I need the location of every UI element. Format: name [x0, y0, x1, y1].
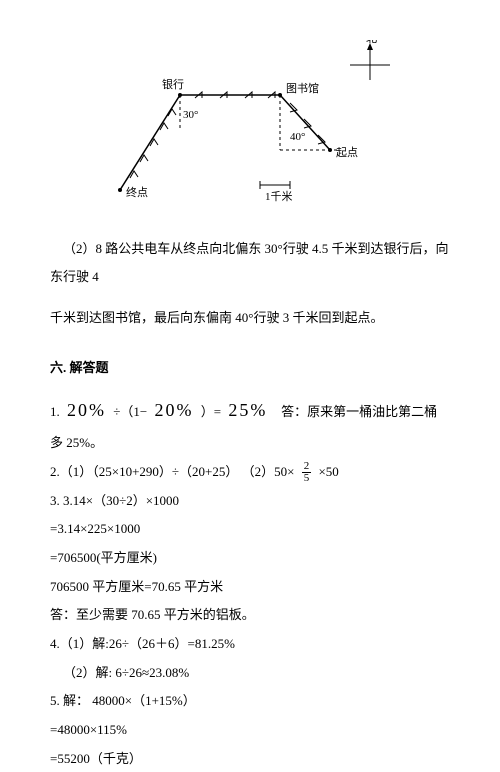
q3-l2: =3.14×225×1000	[50, 517, 450, 542]
q2-tail: ×50	[318, 464, 338, 479]
q2-line: 2.（1）（25×10+290）÷（20+25） （2）50× 2 5 ×50	[50, 460, 450, 485]
q1-ans: 答：原来第一桶油比第二桶	[281, 404, 437, 419]
q1-c: 25%	[224, 400, 271, 420]
diagram-svg: 北 终点 银行 图书馆 起点 30° 40° 1	[90, 40, 410, 210]
q1-a: 20%	[63, 400, 110, 420]
q3-l5: 答：至少需要 70.65 平方米的铝板。	[50, 603, 450, 628]
library-label: 图书馆	[286, 81, 319, 95]
q3-l4: 706500 平方厘米=70.65 平方米	[50, 575, 450, 600]
q1-b: 20%	[150, 400, 197, 420]
section-6-title: 六. 解答题	[50, 354, 450, 383]
q1-mid1: ÷（1−	[113, 404, 147, 419]
end-label: 终点	[126, 185, 148, 199]
q3-l1: 3. 3.14×（30÷2）×1000	[50, 489, 450, 514]
angle-40: 40°	[290, 131, 305, 143]
scale-label: 1千米	[265, 190, 293, 203]
q4-l1: 4.（1）解:26÷（26＋6）=81.25%	[50, 632, 450, 657]
q1-mid2: ）=	[201, 404, 221, 419]
north-label: 北	[366, 40, 377, 45]
q5-l1: 5. 解： 48000×（1+15%）	[50, 689, 450, 714]
q1-line: 1. 20% ÷（1− 20% ）= 25% 答：原来第一桶油比第二桶	[50, 393, 450, 427]
bank-label: 银行	[162, 77, 184, 91]
q2-frac-den: 5	[302, 473, 312, 484]
problem-2-line1: （2）8 路公共电车从终点向北偏东 30°行驶 4.5 千米到达银行后，向东行驶…	[50, 235, 450, 292]
route-diagram: 北 终点 银行 图书馆 起点 30° 40° 1	[90, 40, 450, 221]
q1-prefix: 1.	[50, 404, 60, 419]
q5-l3: =55200（千克）	[50, 747, 450, 772]
q1-ans2: 多 25%。	[50, 431, 450, 456]
problem-2-line2: 千米到达图书馆，最后向东偏南 40°行驶 3 千米回到起点。	[50, 306, 450, 331]
angle-30: 30°	[183, 109, 198, 121]
q5-l2: =48000×115%	[50, 718, 450, 743]
q4-l2: （2）解: 6÷26≈23.08%	[50, 661, 450, 686]
q3-l3: =706500(平方厘米)	[50, 546, 450, 571]
q2-text: 2.（1）（25×10+290）÷（20+25） （2）50×	[50, 464, 294, 479]
q2-fraction: 2 5	[302, 461, 312, 484]
start-label: 起点	[336, 146, 358, 159]
